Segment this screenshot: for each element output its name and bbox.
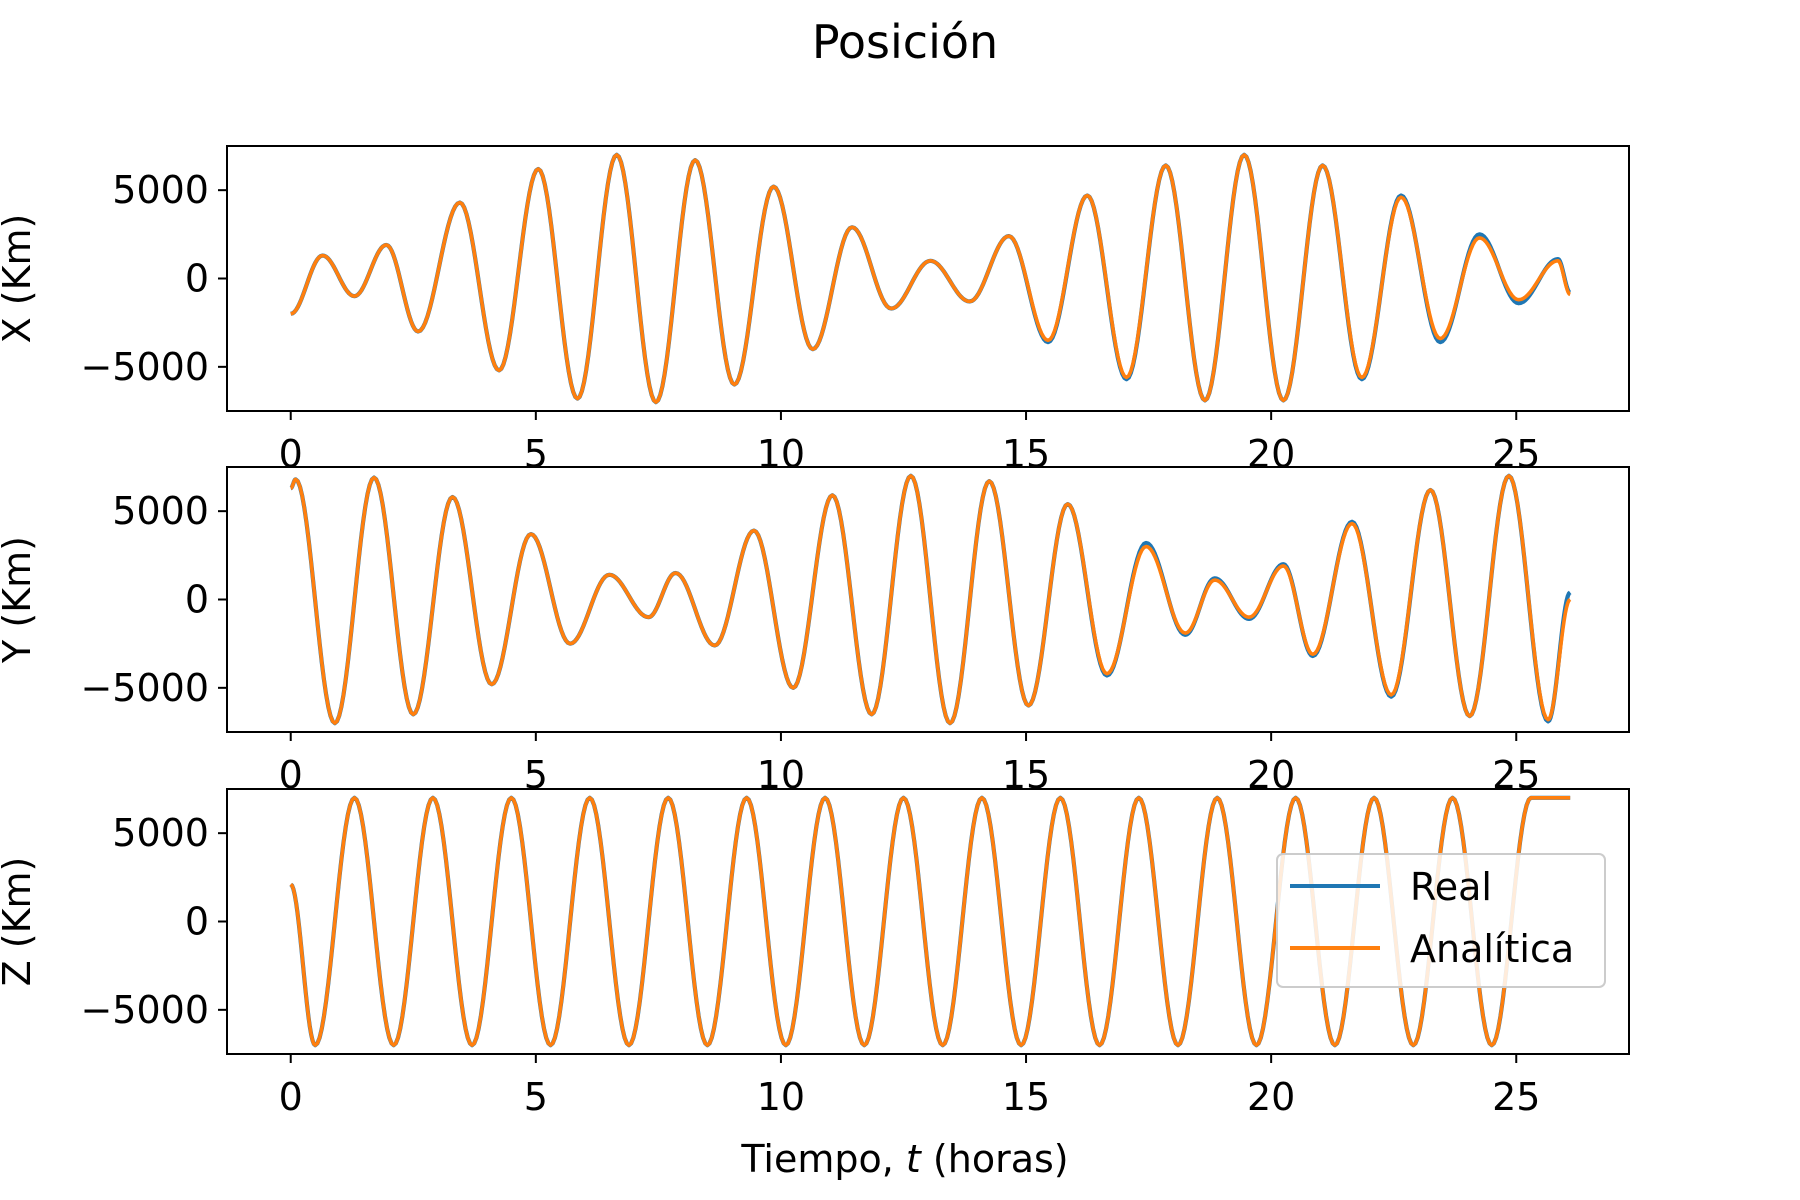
y-axis-label: X (Km) [0, 214, 39, 344]
y-tick-label: −5000 [80, 988, 209, 1032]
y-tick-label: 5000 [112, 489, 209, 533]
x-tick-label: 15 [1002, 432, 1050, 476]
x-tick-label: 25 [1492, 432, 1540, 476]
y-tick-label: 0 [185, 900, 209, 944]
y-tick-label: 0 [185, 257, 209, 301]
figure-title: Posición [812, 15, 998, 69]
series-line-analitica [289, 474, 1572, 725]
y-tick-label: −5000 [80, 345, 209, 389]
series-line-analitica [290, 153, 1572, 404]
x-tick-label: 20 [1247, 753, 1295, 797]
x-axis-label-suffix: (horas) [921, 1137, 1069, 1181]
legend: Real Analítica [1276, 853, 1606, 988]
x-tick-label: 20 [1247, 432, 1295, 476]
subplot-3: −5000 0 5000 0 5 10 15 20 25 Z (Km) [0, 788, 1630, 1119]
x-tick-label: 10 [757, 753, 805, 797]
x-tick-label: 10 [757, 1075, 805, 1119]
y-tick-label: −5000 [80, 666, 209, 710]
x-tick-label: 5 [524, 753, 548, 797]
x-tick-label: 5 [524, 432, 548, 476]
legend-label-real: Real [1410, 865, 1492, 909]
x-tick-label: 15 [1002, 753, 1050, 797]
subplots: −5000 0 5000 0 5 10 15 20 25 X (Km) −5000 0 5000 0 5 10… [0, 145, 1630, 1119]
x-tick-label: 20 [1247, 1075, 1295, 1119]
x-tick-label: 10 [757, 432, 805, 476]
x-tick-label: 0 [279, 753, 303, 797]
x-tick-label: 5 [524, 1075, 548, 1119]
x-axis-label-variable: t [906, 1137, 923, 1181]
subplot-1: −5000 0 5000 0 5 10 15 20 25 X (Km) [0, 145, 1630, 476]
x-axis-label: Tiempo, t (horas) [740, 1137, 1068, 1181]
y-tick-label: 5000 [112, 811, 209, 855]
x-tick-label: 0 [279, 1075, 303, 1119]
x-tick-label: 15 [1002, 1075, 1050, 1119]
x-tick-label: 25 [1492, 753, 1540, 797]
x-tick-label: 25 [1492, 1075, 1540, 1119]
x-tick-label: 0 [279, 432, 303, 476]
y-tick-label: 0 [185, 578, 209, 622]
y-tick-label: 5000 [112, 168, 209, 212]
y-axis-label: Y (Km) [0, 536, 39, 664]
legend-label-analitica: Analítica [1410, 927, 1574, 971]
x-axis-label-prefix: Tiempo, [740, 1137, 906, 1181]
y-axis-label: Z (Km) [0, 857, 39, 987]
